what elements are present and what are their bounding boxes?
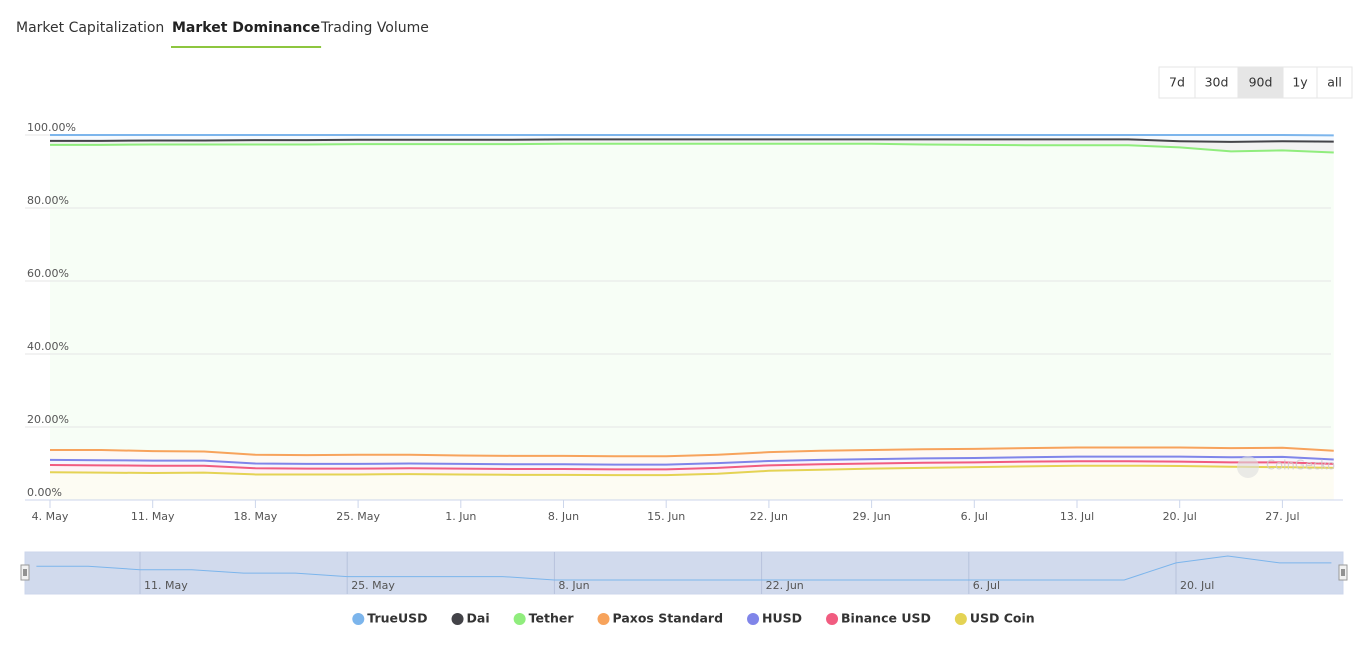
legend-item[interactable]: USD Coin	[954, 611, 1035, 626]
range-button[interactable]: 30d	[1194, 66, 1239, 99]
x-tick-label: 13. Jul	[1060, 510, 1094, 523]
range-button-bg	[1316, 66, 1353, 99]
y-tick-label: 20.00%	[27, 413, 69, 426]
legend-marker	[954, 613, 967, 625]
legend-marker	[352, 613, 365, 625]
x-tick-label: 8. Jun	[548, 510, 579, 523]
range-button-bg	[1237, 66, 1284, 99]
range-button[interactable]: all	[1316, 66, 1353, 99]
legend-item[interactable]: HUSD	[747, 611, 802, 626]
range-button-bg	[1158, 66, 1196, 99]
tab[interactable]: Market Capitalization	[16, 20, 164, 36]
range-button-label: 90d	[1249, 75, 1273, 90]
legend-text: Tether	[529, 611, 575, 626]
legend-marker	[826, 613, 839, 625]
x-tick-label: 18. May	[234, 510, 278, 523]
tab[interactable]: Trading Volume	[320, 20, 429, 36]
x-tick-label: 20. Jul	[1163, 510, 1197, 523]
legend-text: HUSD	[762, 611, 802, 626]
range-button-label: 7d	[1169, 75, 1185, 90]
x-tick-label: 27. Jul	[1265, 510, 1299, 523]
legend-item[interactable]: Binance USD	[826, 611, 931, 626]
legend-marker	[451, 613, 464, 625]
series-line	[50, 138, 1334, 143]
legend-marker	[747, 613, 760, 625]
legend-marker	[513, 613, 526, 625]
series-line	[49, 460, 1334, 471]
navigator-label: 25. May	[351, 579, 395, 592]
navigator-line	[36, 555, 1332, 581]
area	[50, 139, 1334, 153]
y-tick-label: 40.00%	[27, 340, 69, 353]
legend-text: Paxos Standard	[613, 611, 724, 626]
watermark-logo	[1237, 456, 1259, 478]
range-button-label: all	[1327, 75, 1342, 90]
range-button[interactable]: 7d	[1158, 66, 1196, 99]
navigator-handle-body	[20, 564, 30, 581]
x-tick-label: 29. Jun	[853, 510, 891, 523]
area	[50, 143, 1334, 457]
x-tick-label: 25. May	[336, 510, 380, 523]
area	[50, 456, 1334, 470]
legend-text: USD Coin	[970, 611, 1035, 626]
navigator-label: 20. Jul	[1180, 579, 1214, 592]
legend-text: Dai	[467, 611, 490, 626]
legend-item[interactable]: Dai	[451, 611, 490, 626]
y-tick-label: 80.00%	[27, 194, 69, 207]
range-button-label: 1y	[1292, 75, 1308, 90]
watermark: CoinGecko	[1266, 459, 1335, 474]
series-line	[49, 464, 1334, 477]
legend-item[interactable]: Tether	[513, 611, 575, 626]
legend-item[interactable]: TrueUSD	[352, 611, 428, 626]
x-tick-label: 6. Jul	[961, 510, 988, 523]
series-line	[50, 446, 1334, 458]
series-line	[50, 142, 1334, 154]
legend-marker	[597, 613, 610, 625]
area	[50, 465, 1334, 500]
tab[interactable]: Market Dominance	[172, 20, 320, 36]
y-tick-label: 0.00%	[27, 486, 62, 499]
x-tick-label: 22. Jun	[750, 510, 788, 523]
legend-item[interactable]: Paxos Standard	[597, 611, 724, 626]
navigator-label: 6. Jul	[973, 579, 1000, 592]
y-tick-label: 100.00%	[27, 121, 76, 134]
range-button[interactable]: 1y	[1282, 66, 1318, 99]
active-tab-underline	[171, 46, 322, 48]
range-button-bg	[1194, 66, 1239, 99]
navigator-handle[interactable]	[20, 564, 30, 581]
x-tick-label: 1. Jun	[445, 510, 476, 523]
navigator-label: 8. Jun	[558, 579, 589, 592]
x-tick-label: 11. May	[131, 510, 175, 523]
range-button-label: 30d	[1205, 75, 1229, 90]
area	[50, 461, 1334, 476]
x-tick-label: 4. May	[32, 510, 69, 523]
navigator-handle-body	[1338, 564, 1348, 581]
x-tick-label: 15. Jun	[647, 510, 685, 523]
navigator-label: 22. Jun	[766, 579, 804, 592]
navigator-label: 11. May	[144, 579, 188, 592]
range-button-bg	[1282, 66, 1318, 99]
y-tick-label: 60.00%	[27, 267, 69, 280]
series-line	[49, 455, 1334, 466]
legend-text: Binance USD	[841, 611, 931, 626]
legend-text: TrueUSD	[367, 611, 427, 626]
plot-background	[38, 135, 1331, 500]
navigator-handle[interactable]	[1338, 564, 1348, 581]
range-button[interactable]: 90d	[1237, 66, 1284, 99]
